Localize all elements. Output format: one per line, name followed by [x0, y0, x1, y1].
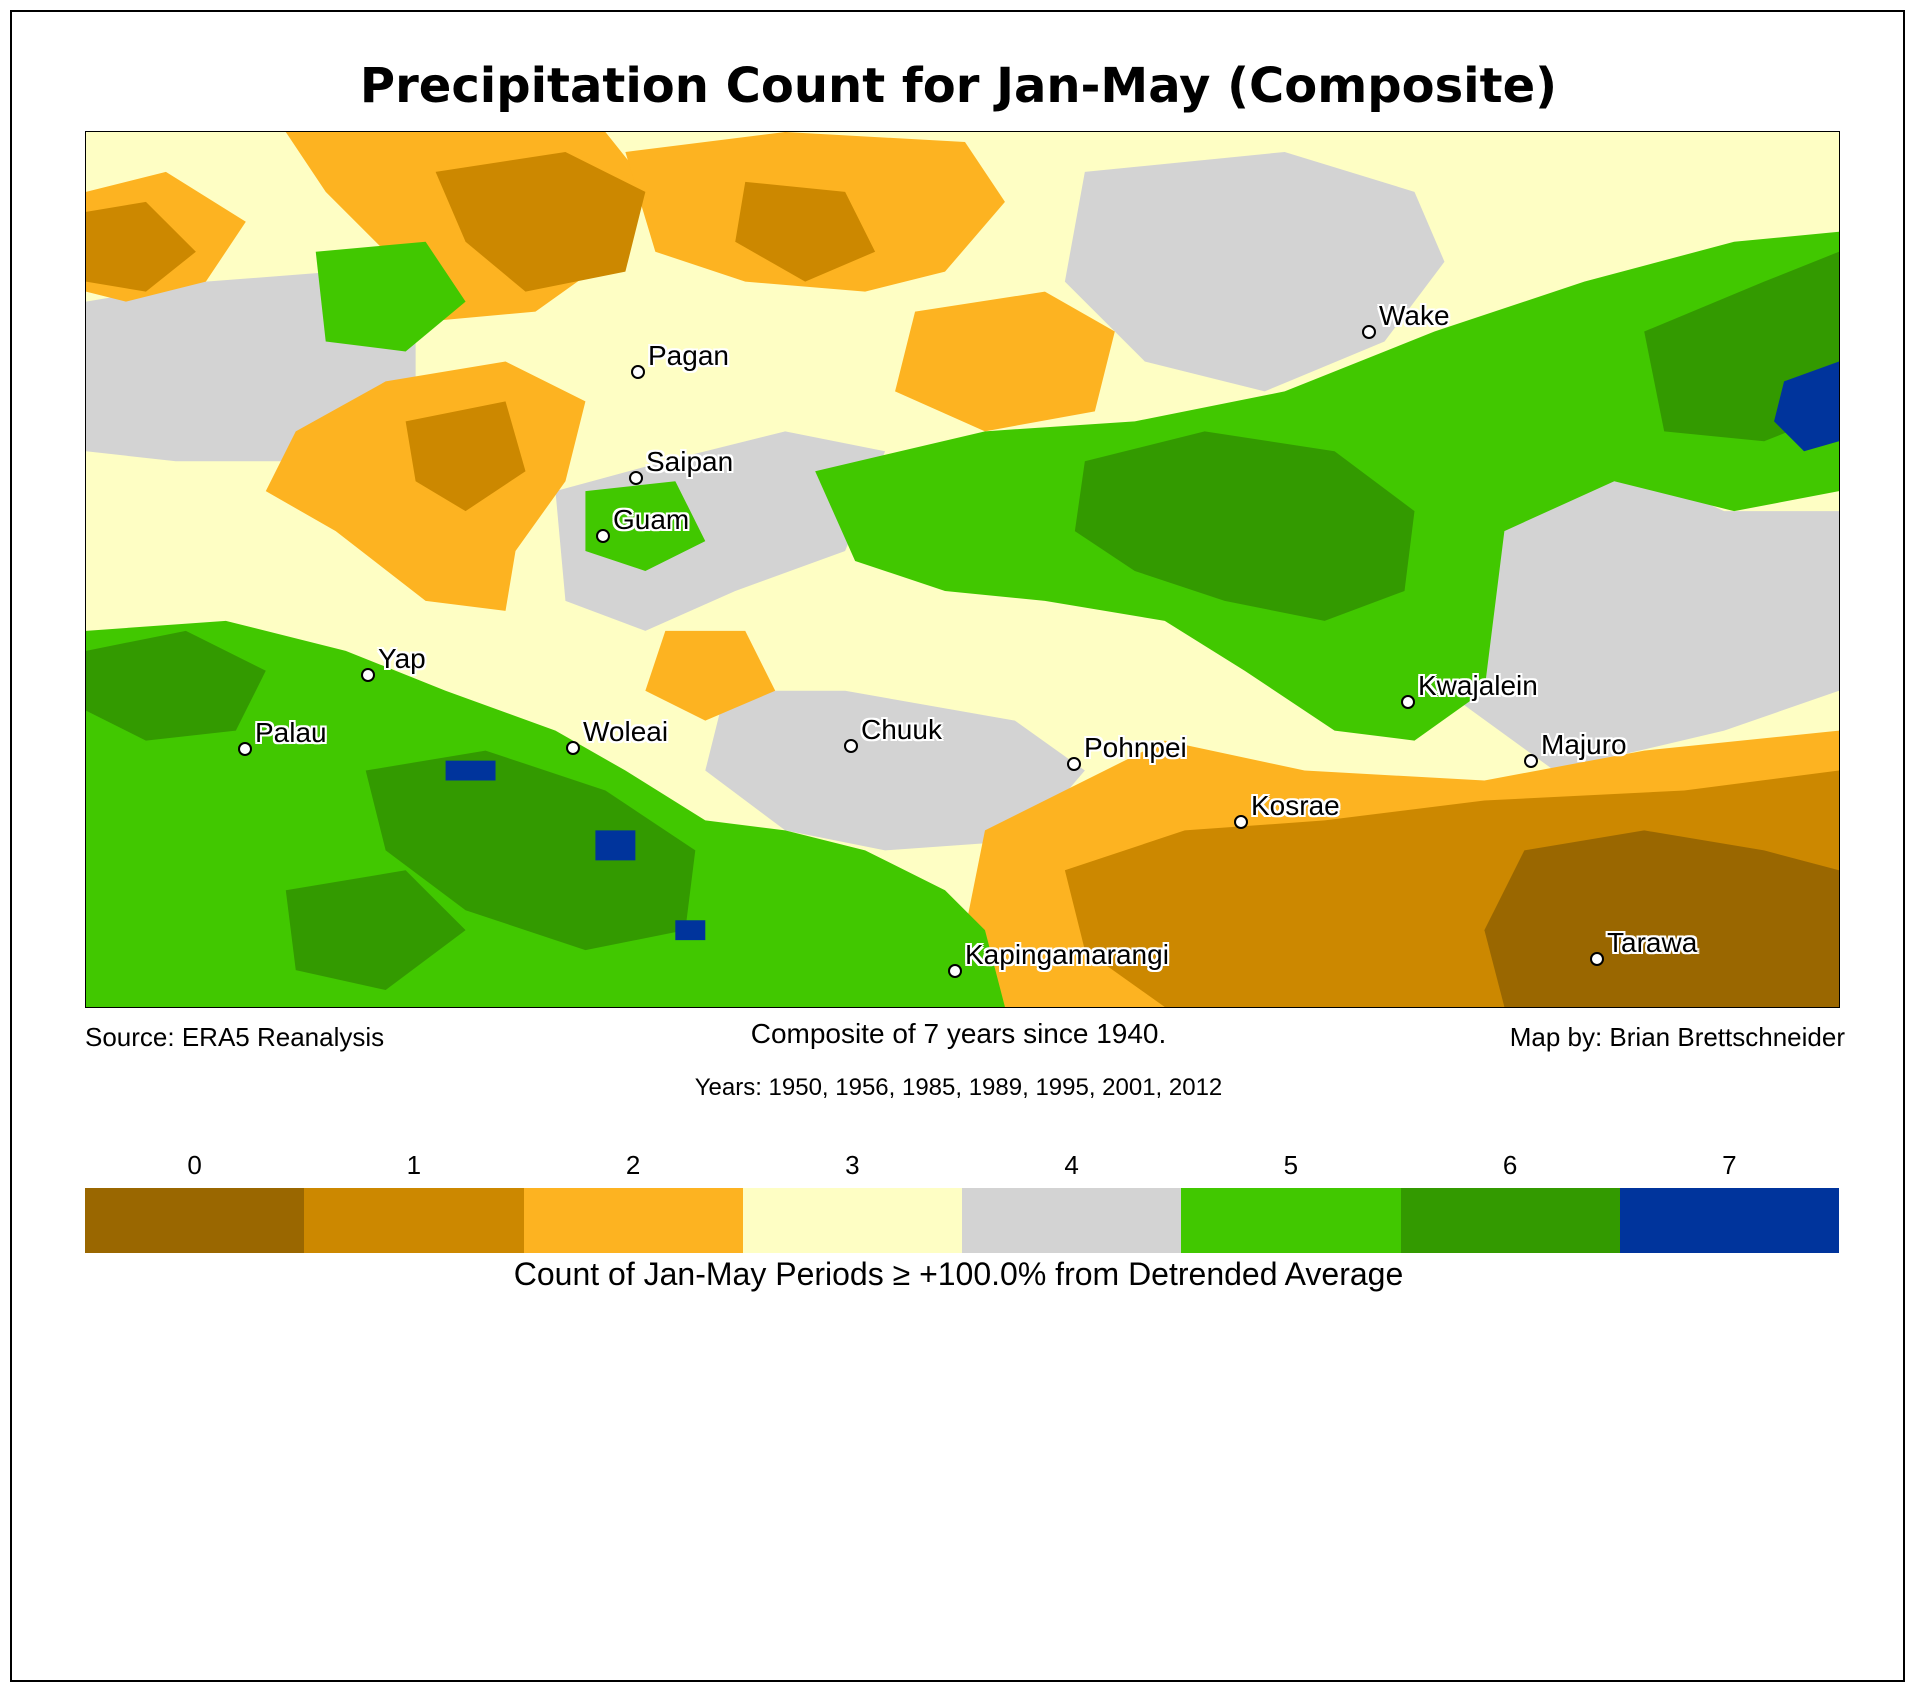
legend-swatch-7	[1619, 1188, 1839, 1253]
class-6-region	[285, 870, 466, 991]
legend-swatch-0	[85, 1188, 305, 1253]
location-dot-icon	[596, 529, 610, 543]
location-dot-icon	[238, 742, 252, 756]
class-1-region	[405, 401, 526, 512]
location-dot-icon	[1401, 695, 1415, 709]
legend-tick-label: 1	[406, 1150, 422, 1180]
place-label: Kapingamarangi	[965, 939, 1169, 970]
class-5-region	[585, 481, 706, 571]
class-4-region	[1444, 461, 1839, 771]
place-label: Woleai	[583, 716, 669, 747]
class-2-region	[645, 630, 776, 721]
class-7-region	[1774, 361, 1839, 452]
place-label: Tarawa	[1607, 927, 1698, 958]
place-label: Palau	[255, 717, 327, 748]
class-6-region	[86, 630, 266, 741]
legend-swatch-3	[742, 1188, 962, 1253]
legend-swatch-4	[962, 1188, 1182, 1253]
location-dot-icon	[1067, 757, 1081, 771]
location-dot-icon	[1590, 952, 1604, 966]
class-6-region	[365, 750, 696, 951]
class-0-region	[1484, 830, 1839, 1007]
location-dot-icon	[1362, 325, 1376, 339]
years-list: Years: 1950, 1956, 1985, 1989, 1995, 200…	[694, 1074, 1223, 1101]
class-6-region	[1074, 431, 1415, 621]
location-dot-icon	[631, 365, 645, 379]
legend-tick-label: 7	[1722, 1150, 1737, 1180]
place-label: Kwajalein	[1418, 670, 1538, 701]
class-1-region	[435, 151, 646, 292]
location-dot-icon	[361, 668, 375, 682]
class-7-region	[595, 830, 636, 861]
legend-tick-label: 4	[1064, 1150, 1079, 1180]
legend-swatch-5	[1181, 1188, 1401, 1253]
legend-label: Count of Jan-May Periods ≥ +100.0% from …	[513, 1256, 1404, 1292]
place-label: Chuuk	[861, 714, 942, 745]
precipitation-field	[86, 132, 1839, 1007]
location-dot-icon	[948, 964, 962, 978]
place-label: Kosrae	[1251, 790, 1340, 821]
class-7-region	[445, 760, 496, 781]
location-dot-icon	[844, 739, 858, 753]
place-label: Yap	[378, 643, 426, 674]
legend-tick-label: 5	[1283, 1150, 1299, 1180]
location-dot-icon	[629, 471, 643, 485]
location-dot-icon	[566, 741, 580, 755]
class-5-region	[315, 241, 466, 352]
place-label: Majuro	[1541, 729, 1627, 760]
legend-tick-label: 6	[1502, 1150, 1518, 1180]
place-label: Pohnpei	[1084, 732, 1187, 763]
class-1-region	[735, 181, 876, 282]
place-label: Wake	[1379, 300, 1450, 331]
legend-tick-label: 3	[845, 1150, 860, 1180]
source-note: Source: ERA5 Reanalysis	[85, 1022, 385, 1052]
precipitation-map: Wake Pagan Saipan Guam Yap Palau Woleai Chuuk Po…	[85, 131, 1840, 1008]
place-label: Pagan	[648, 340, 729, 371]
map-credit: Map by: Brian Brettschneider	[1509, 1022, 1845, 1052]
place-label: Saipan	[646, 446, 734, 477]
color-legend	[85, 1188, 1839, 1253]
location-dot-icon	[1524, 754, 1538, 768]
class-4-region	[1064, 151, 1445, 392]
legend-tick-label: 0	[187, 1150, 202, 1180]
class-1-region	[86, 201, 196, 292]
class-2-region	[895, 291, 1115, 432]
legend-swatch-2	[523, 1188, 743, 1253]
legend-swatch-1	[304, 1188, 524, 1253]
composite-note: Composite of 7 years since 1940.	[750, 1018, 1167, 1049]
place-label: Guam	[613, 504, 690, 535]
legend-tick-label: 2	[625, 1150, 641, 1180]
class-4-region	[705, 690, 1085, 851]
map-title: Precipitation Count for Jan-May (Composi…	[359, 58, 1558, 114]
location-dot-icon	[1234, 815, 1248, 829]
class-7-region	[675, 920, 706, 941]
legend-swatch-6	[1400, 1188, 1620, 1253]
